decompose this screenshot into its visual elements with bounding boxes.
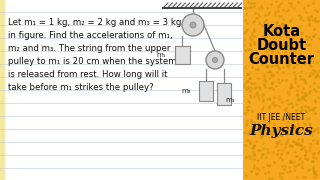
Text: m₂: m₂ [181, 88, 191, 94]
Text: Kota: Kota [262, 24, 300, 39]
Text: take before m₁ strikes the pulley?: take before m₁ strikes the pulley? [8, 83, 154, 92]
Bar [243, 0, 320, 180]
Text: is released from rest. How long will it: is released from rest. How long will it [8, 70, 167, 79]
Circle shape [206, 51, 224, 69]
Text: m₂ and m₃. The string from the upper: m₂ and m₃. The string from the upper [8, 44, 170, 53]
Text: pulley to m₁ is 20 cm when the system: pulley to m₁ is 20 cm when the system [8, 57, 177, 66]
Bar [174, 46, 189, 64]
Text: Let m₁ = 1 kg, m₂ = 2 kg and m₃ = 3 kg: Let m₁ = 1 kg, m₂ = 2 kg and m₃ = 3 kg [8, 18, 181, 27]
Text: Doubt: Doubt [256, 39, 307, 53]
Text: m₃: m₃ [225, 97, 235, 103]
Circle shape [182, 14, 204, 36]
Bar [0, 0, 5, 180]
Text: IIT JEE /NEET: IIT JEE /NEET [257, 112, 306, 122]
Text: m₁: m₁ [156, 52, 166, 58]
Bar [199, 81, 213, 101]
Bar [217, 83, 231, 105]
Bar [0, 0, 243, 180]
Circle shape [212, 57, 218, 62]
Text: Physics: Physics [250, 124, 313, 138]
Text: in figure. Find the accelerations of m₁,: in figure. Find the accelerations of m₁, [8, 31, 172, 40]
Text: Counter: Counter [249, 53, 315, 68]
Circle shape [190, 22, 196, 28]
